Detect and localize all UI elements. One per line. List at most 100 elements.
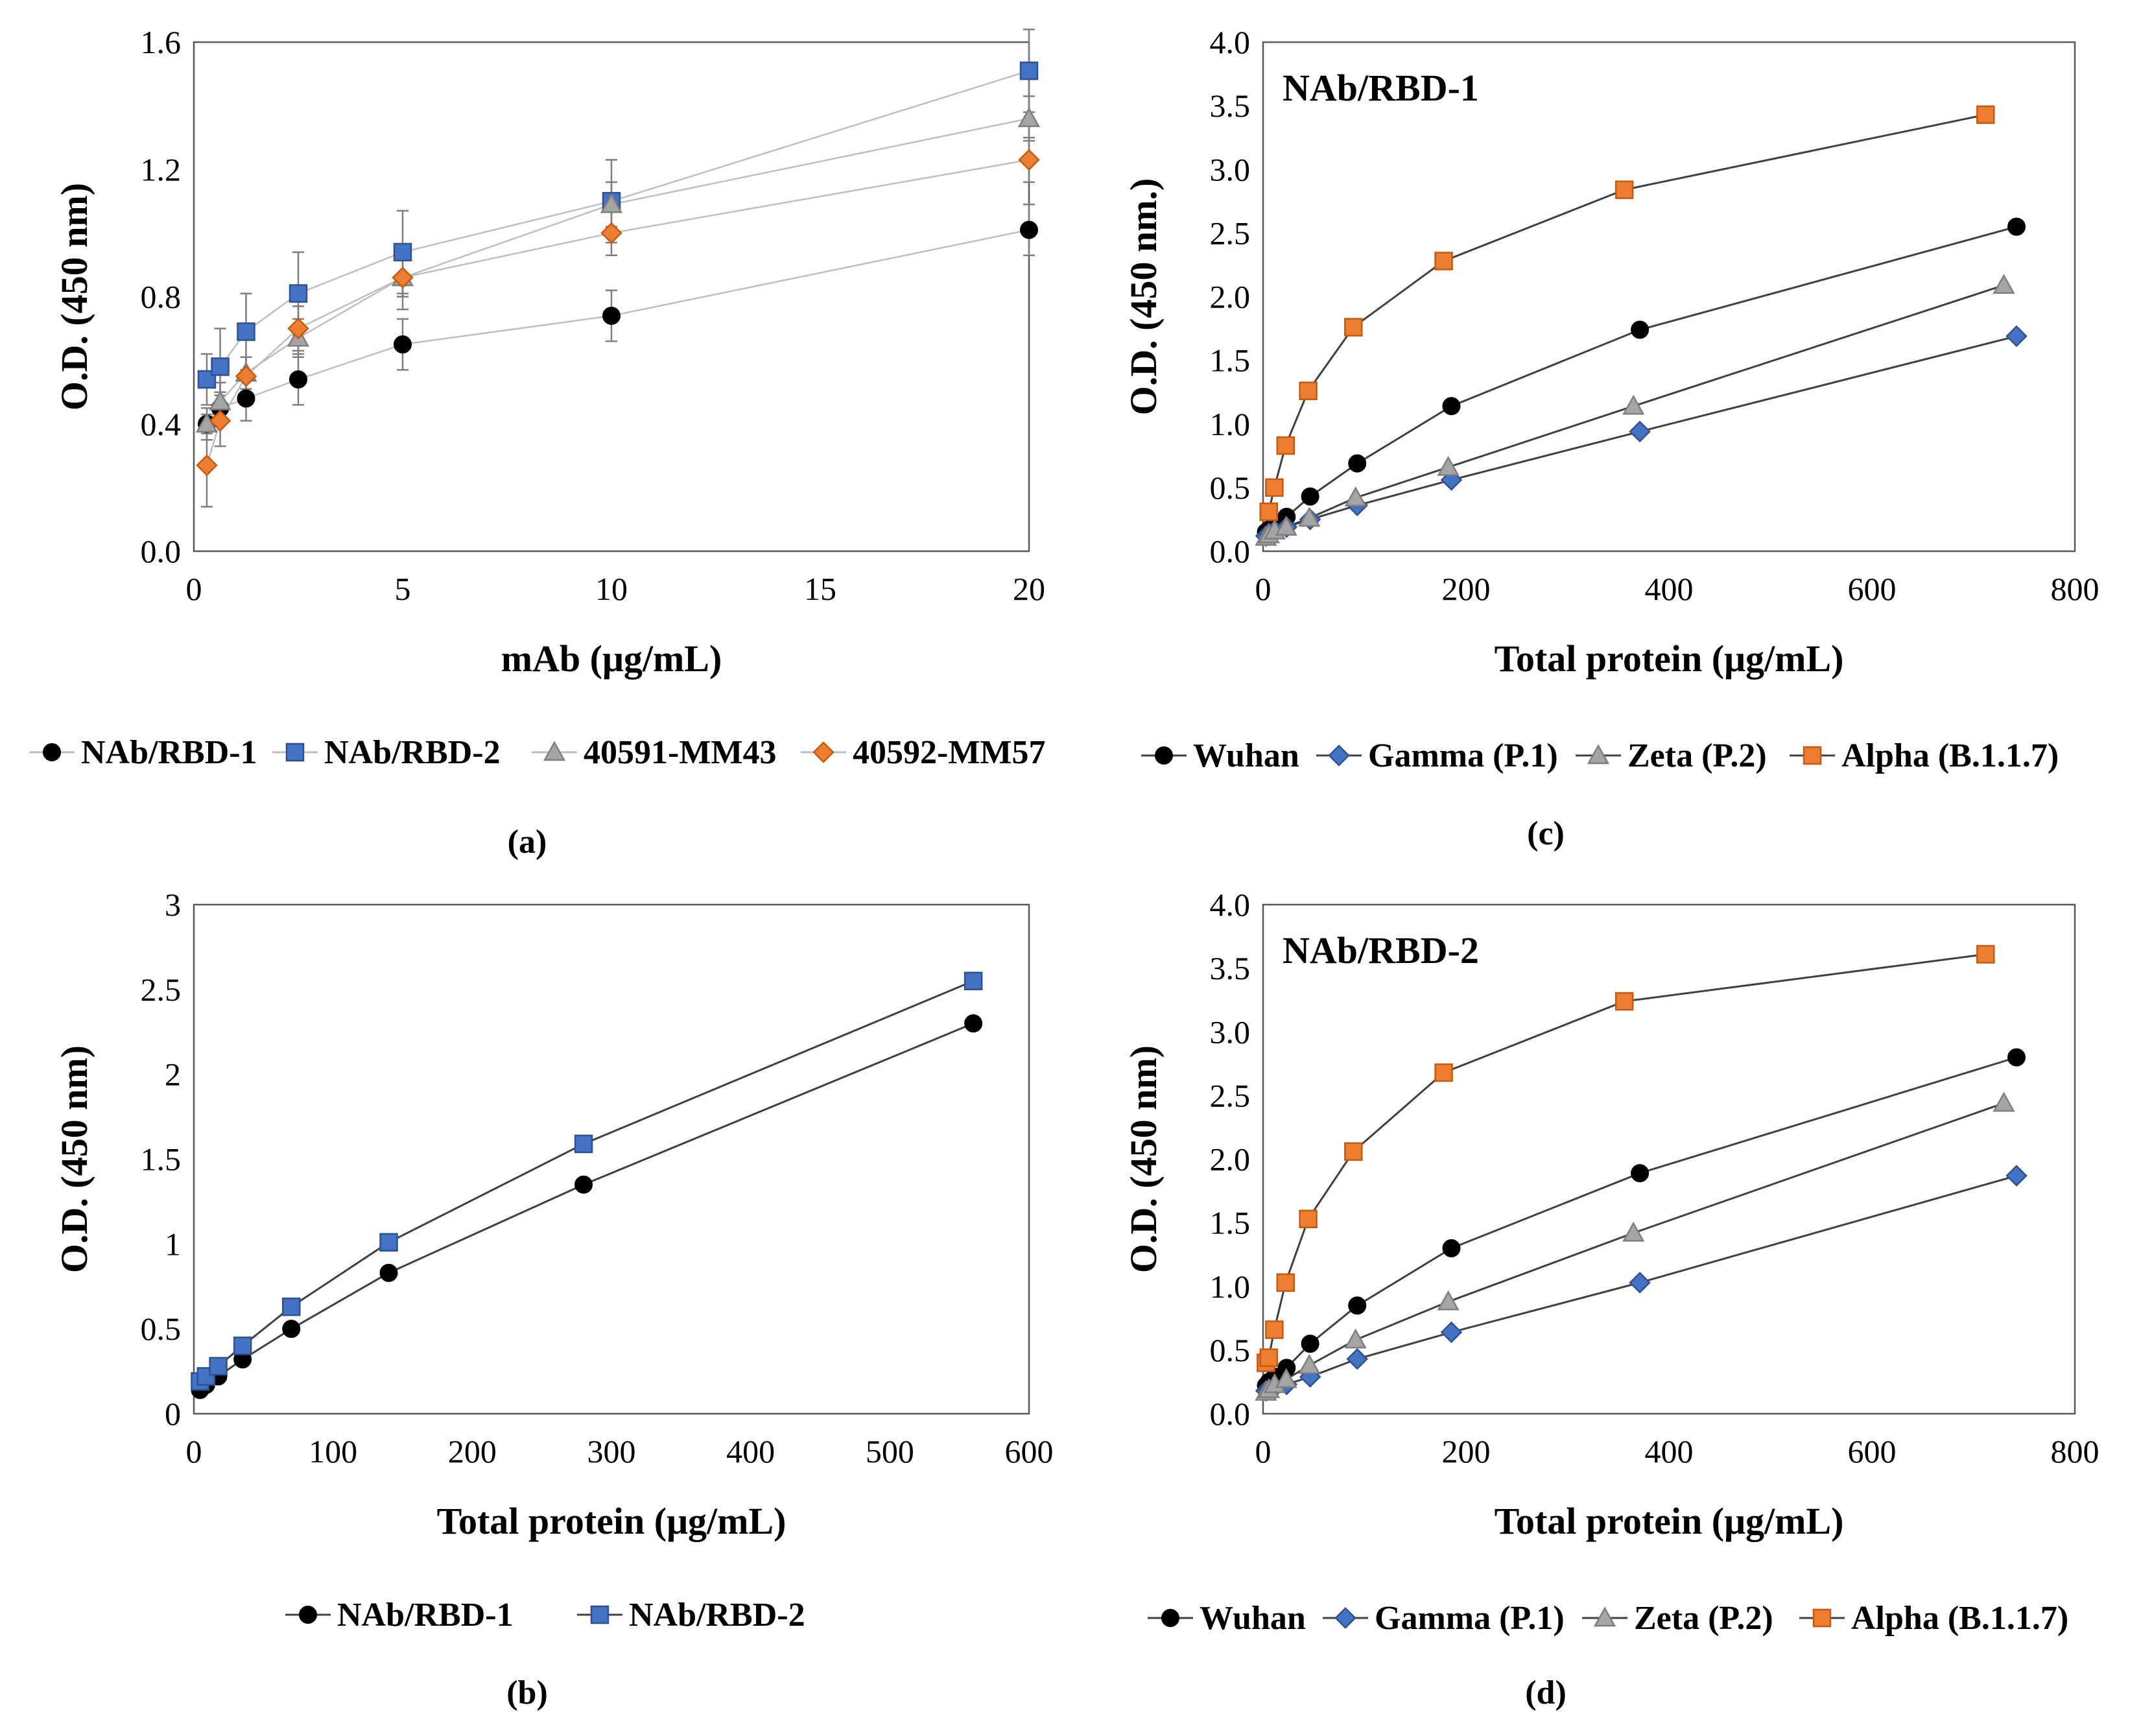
legend-marker <box>1155 746 1173 765</box>
y-tick-label: 1 <box>165 1226 181 1262</box>
data-point <box>211 357 230 376</box>
data-point <box>1622 394 1645 415</box>
data-point <box>379 1233 398 1252</box>
data-point <box>1298 1353 1321 1374</box>
data-point <box>282 1297 301 1316</box>
legend-label: Alpha (B.1.1.7) <box>1851 1600 2068 1637</box>
legend-entry: NAb/RBD-1 <box>29 734 257 771</box>
plot-area-frame <box>1262 903 2076 1415</box>
legend-label: Alpha (B.1.1.7) <box>1841 737 2059 774</box>
x-axis-label: mAb (μg/mL) <box>501 637 722 680</box>
y-tick-label: 1.0 <box>1210 406 1251 442</box>
chart-panel-b: 0 0.5 1 1.5 2 2.5 3 0 100 200 300 400 500 600 Total pr… <box>53 886 1054 1711</box>
y-tick-label: 1.2 <box>141 151 182 187</box>
legend-label: NAb/RBD-2 <box>629 1597 805 1634</box>
y-tick-label: 3 <box>165 886 181 923</box>
x-tick-label: 600 <box>1848 1433 1897 1469</box>
x-tick-label: 400 <box>1645 571 1694 607</box>
data-point <box>1265 1320 1284 1339</box>
data-point <box>289 284 308 303</box>
legend-marker <box>590 1605 609 1624</box>
legend-label: Wuhan <box>1193 737 1299 774</box>
legend-marker <box>1328 744 1350 767</box>
data-point <box>1275 516 1297 536</box>
data-point <box>237 389 255 408</box>
legend-marker <box>1587 744 1610 765</box>
data-point <box>1615 992 1634 1011</box>
data-point <box>1019 61 1039 80</box>
y-tick-label: 0.5 <box>141 1311 182 1347</box>
x-tick-label: 0 <box>1255 571 1272 607</box>
x-tick-label: 600 <box>1005 1433 1054 1469</box>
y-tick-label: 4.0 <box>1210 24 1251 60</box>
data-point <box>282 1320 301 1338</box>
legend-label: Zeta (P.2) <box>1634 1600 1773 1637</box>
legend-entry: NAb/RBD-2 <box>272 734 501 771</box>
x-tick-label: 100 <box>309 1433 357 1469</box>
legend-label: Wuhan <box>1200 1600 1306 1637</box>
data-point <box>1629 420 1651 443</box>
data-point <box>1344 318 1363 337</box>
y-tick-label: 1.6 <box>141 24 182 60</box>
legend-marker <box>43 743 61 761</box>
legend-entry: Alpha (B.1.1.7) <box>1790 737 2059 774</box>
data-point <box>1440 1321 1463 1344</box>
series-line <box>1265 226 2017 533</box>
data-point <box>1615 180 1634 199</box>
data-point <box>1993 1091 2015 1112</box>
legend-marker <box>1334 1607 1356 1629</box>
data-point <box>2005 325 2028 348</box>
data-point <box>1348 1296 1367 1315</box>
data-point <box>1344 1328 1367 1349</box>
legend-entry: NAb/RBD-1 <box>285 1597 514 1634</box>
data-point <box>600 193 623 213</box>
legend-marker <box>285 743 305 762</box>
y-tick-label: 2.0 <box>1210 279 1251 315</box>
legend-marker <box>1803 746 1822 765</box>
series-line <box>1265 1102 2004 1393</box>
data-point <box>574 1134 593 1154</box>
legend-marker <box>1593 1606 1616 1627</box>
y-tick-label: 2 <box>165 1056 181 1093</box>
series-line <box>206 117 1030 425</box>
x-tick-label: 400 <box>1645 1433 1694 1469</box>
legend-label: NAb/RBD-1 <box>81 734 257 771</box>
data-point <box>602 306 621 325</box>
y-tick-label: 3.5 <box>1210 88 1251 124</box>
data-point <box>394 335 412 354</box>
data-point <box>1299 1209 1318 1228</box>
legend-marker <box>543 741 566 761</box>
x-tick-label: 0 <box>186 571 202 607</box>
data-point <box>1344 1142 1363 1161</box>
plot-area-frame <box>1262 41 2076 553</box>
y-axis-label: O.D. (450 nm) <box>1122 1045 1165 1273</box>
x-axis-label: Total protein (μg/mL) <box>437 1500 787 1542</box>
chart-title: NAb/RBD-1 <box>1283 67 1479 109</box>
data-point <box>235 365 257 387</box>
data-point <box>287 317 309 340</box>
legend-entry: Alpha (B.1.1.7) <box>1799 1600 2068 1637</box>
x-tick-label: 20 <box>1013 571 1045 607</box>
x-tick-label: 800 <box>2051 1433 2100 1469</box>
data-point <box>1259 1348 1279 1367</box>
data-point <box>964 1014 983 1033</box>
data-point <box>196 1367 216 1386</box>
plot-area-frame <box>193 41 1030 553</box>
y-axis-label: O.D. (450 nm.) <box>1122 178 1165 416</box>
data-point <box>1437 1290 1460 1311</box>
legend-entry: Gamma (P.1) <box>1323 1600 1565 1637</box>
y-tick-label: 1.5 <box>1210 342 1251 379</box>
data-point <box>964 971 983 990</box>
x-tick-label: 0 <box>1255 1433 1272 1469</box>
chart-panel-a: 0.0 0.4 0.8 1.2 1.6 0 5 10 15 20 mAb (μg/mL) O.D. (… <box>29 24 1045 861</box>
data-point <box>1344 486 1367 506</box>
data-point <box>209 1357 228 1375</box>
y-tick-label: 0.0 <box>1210 533 1251 569</box>
legend-label: NAb/RBD-1 <box>337 1597 514 1634</box>
x-tick-label: 5 <box>395 571 411 607</box>
data-point <box>289 370 307 389</box>
legend-marker <box>1812 1608 1832 1628</box>
x-tick-label: 500 <box>866 1433 914 1469</box>
series-line <box>199 1022 974 1391</box>
x-axis-label: Total protein (μg/mL) <box>1495 637 1844 680</box>
